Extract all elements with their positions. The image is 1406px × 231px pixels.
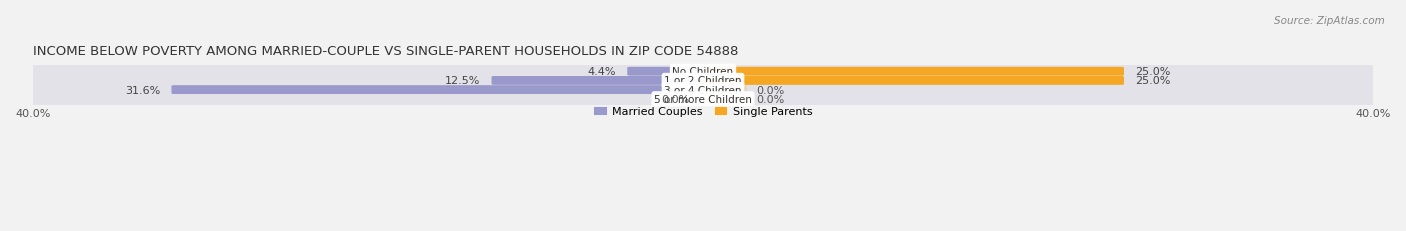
Text: No Children: No Children xyxy=(672,67,734,77)
Text: 0.0%: 0.0% xyxy=(756,94,785,104)
FancyBboxPatch shape xyxy=(492,77,704,85)
FancyBboxPatch shape xyxy=(702,95,747,104)
FancyBboxPatch shape xyxy=(24,84,1382,97)
FancyBboxPatch shape xyxy=(172,86,704,94)
Text: 5 or more Children: 5 or more Children xyxy=(654,94,752,104)
Text: Source: ZipAtlas.com: Source: ZipAtlas.com xyxy=(1274,16,1385,26)
Text: 1 or 2 Children: 1 or 2 Children xyxy=(664,76,742,86)
FancyBboxPatch shape xyxy=(24,75,1382,87)
Text: 3 or 4 Children: 3 or 4 Children xyxy=(664,85,742,95)
FancyBboxPatch shape xyxy=(702,86,747,94)
FancyBboxPatch shape xyxy=(702,67,1123,76)
Text: 25.0%: 25.0% xyxy=(1136,76,1171,86)
Text: 0.0%: 0.0% xyxy=(661,94,689,104)
FancyBboxPatch shape xyxy=(627,67,704,76)
Legend: Married Couples, Single Parents: Married Couples, Single Parents xyxy=(589,102,817,121)
FancyBboxPatch shape xyxy=(702,77,1123,85)
Text: 4.4%: 4.4% xyxy=(588,67,616,77)
FancyBboxPatch shape xyxy=(24,66,1382,78)
Text: 25.0%: 25.0% xyxy=(1136,67,1171,77)
Text: INCOME BELOW POVERTY AMONG MARRIED-COUPLE VS SINGLE-PARENT HOUSEHOLDS IN ZIP COD: INCOME BELOW POVERTY AMONG MARRIED-COUPL… xyxy=(32,45,738,58)
Text: 0.0%: 0.0% xyxy=(756,85,785,95)
Text: 31.6%: 31.6% xyxy=(125,85,160,95)
Text: 12.5%: 12.5% xyxy=(444,76,479,86)
FancyBboxPatch shape xyxy=(24,93,1382,106)
